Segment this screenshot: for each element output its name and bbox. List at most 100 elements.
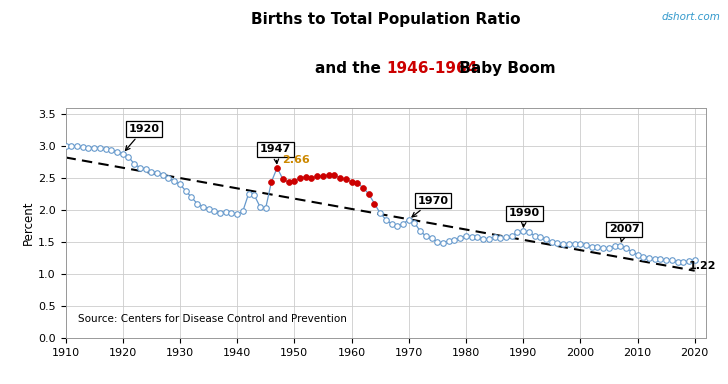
Point [546, 239, 558, 245]
Point [466, 234, 478, 240]
Point [654, 256, 666, 262]
Point [300, 174, 312, 180]
Point [666, 257, 678, 263]
Point [111, 149, 123, 156]
Point [146, 169, 157, 175]
Point [66, 143, 77, 149]
Point [614, 243, 626, 249]
Point [443, 238, 454, 244]
Point [340, 176, 352, 182]
Point [168, 178, 180, 184]
Point [488, 234, 500, 240]
Point [523, 229, 534, 235]
Point [460, 233, 472, 239]
Y-axis label: Percent: Percent [23, 200, 35, 245]
Point [254, 204, 266, 210]
Point [438, 240, 449, 246]
Point [106, 147, 117, 153]
Point [288, 178, 300, 184]
Point [346, 179, 357, 185]
Point [282, 179, 294, 185]
Point [214, 210, 226, 216]
Text: and the: and the [314, 61, 386, 76]
Point [208, 208, 220, 214]
Text: dshort.com: dshort.com [662, 12, 721, 22]
Point [134, 165, 146, 171]
Point [157, 172, 169, 178]
Point [683, 258, 695, 264]
Point [306, 175, 317, 181]
Point [294, 175, 306, 181]
Point [414, 228, 426, 234]
Point [248, 192, 260, 198]
Point [609, 243, 620, 250]
Point [242, 191, 254, 197]
Point [586, 244, 598, 250]
Point [277, 176, 289, 182]
Point [494, 235, 506, 241]
Point [397, 221, 409, 227]
Text: Births to Total Population Ratio: Births to Total Population Ratio [251, 12, 521, 26]
Point [151, 170, 163, 176]
Point [392, 223, 403, 229]
Point [426, 235, 438, 241]
Point [363, 191, 374, 197]
Point [603, 245, 614, 252]
Point [563, 241, 574, 247]
Point [380, 217, 392, 223]
Point [552, 240, 563, 246]
Point [82, 145, 94, 151]
Point [558, 241, 569, 247]
Point [323, 172, 334, 178]
Point [643, 255, 654, 261]
Point [94, 146, 106, 152]
Point [569, 242, 580, 248]
Point [220, 209, 232, 215]
Point [237, 208, 249, 214]
Text: 1970: 1970 [412, 195, 448, 217]
Point [60, 143, 71, 149]
Point [334, 175, 346, 181]
Point [374, 210, 386, 216]
Point [592, 244, 604, 250]
Point [454, 235, 466, 241]
Text: Source: Centers for Disease Control and Prevention: Source: Centers for Disease Control and … [79, 314, 347, 324]
Point [100, 146, 111, 152]
Point [266, 179, 277, 185]
Text: 1920: 1920 [125, 124, 159, 151]
Point [162, 175, 174, 181]
Point [672, 259, 684, 265]
Text: 1.22: 1.22 [689, 261, 716, 271]
Point [689, 257, 700, 263]
Point [649, 256, 660, 262]
Point [506, 233, 518, 239]
Point [620, 245, 632, 252]
Point [272, 165, 283, 171]
Text: 1990: 1990 [509, 208, 540, 227]
Point [71, 143, 83, 149]
Point [226, 210, 237, 216]
Point [512, 229, 523, 235]
Text: 1946-1964: 1946-1964 [386, 61, 478, 76]
Point [483, 236, 494, 242]
Point [191, 200, 203, 207]
Point [232, 211, 243, 217]
Point [357, 184, 369, 190]
Point [122, 154, 134, 160]
Point [312, 173, 323, 179]
Point [197, 204, 209, 210]
Point [202, 205, 214, 212]
Point [518, 228, 529, 234]
Point [117, 151, 129, 157]
Text: Baby Boom: Baby Boom [454, 61, 555, 76]
Point [328, 172, 340, 178]
Point [174, 181, 186, 187]
Point [472, 234, 483, 240]
Text: 2007: 2007 [609, 224, 640, 242]
Point [626, 248, 638, 255]
Point [529, 232, 540, 238]
Point [432, 239, 443, 245]
Point [352, 180, 363, 186]
Point [186, 194, 197, 200]
Text: 2.66: 2.66 [282, 155, 309, 165]
